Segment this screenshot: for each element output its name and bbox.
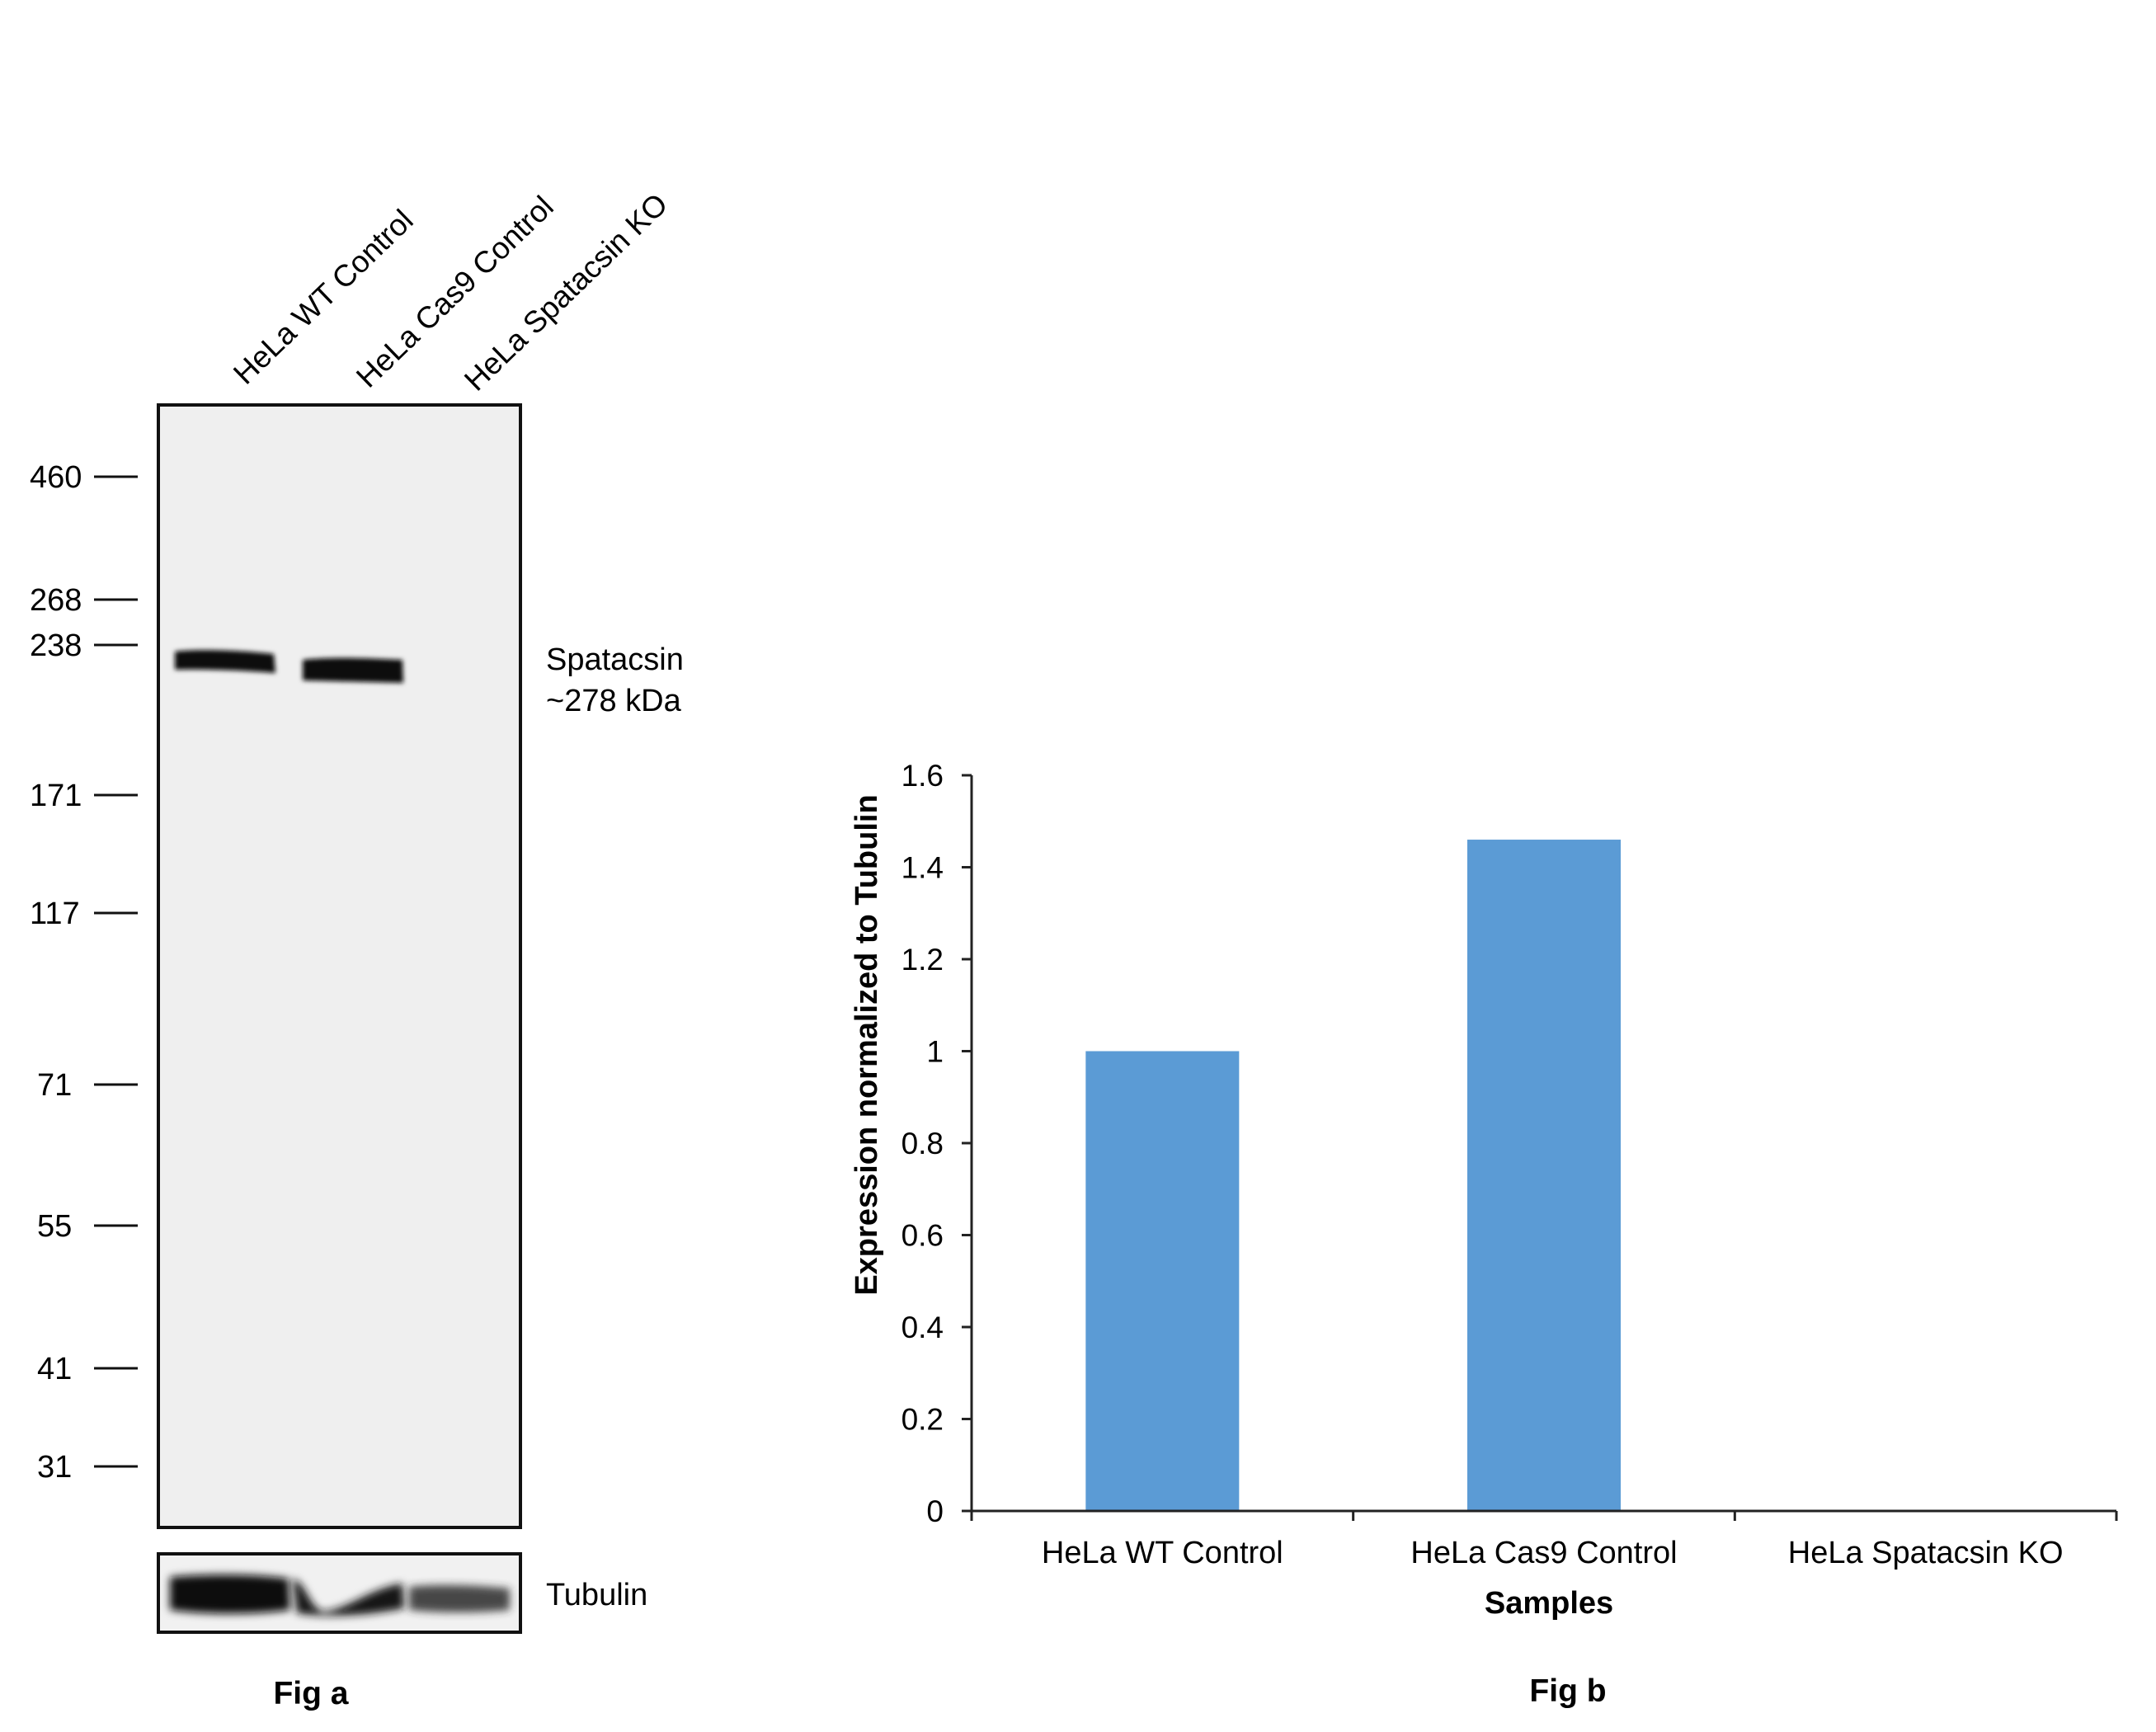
mw-label-31: 31	[37, 1450, 72, 1485]
x-axis-title: Samples	[1485, 1586, 1613, 1621]
bar	[1467, 840, 1621, 1511]
tubulin-band-ko	[409, 1584, 510, 1612]
x-category-label: HeLa Cas9 Control	[1410, 1536, 1677, 1570]
x-category-label: HeLa Spatacsin KO	[1788, 1536, 2064, 1570]
mw-label-238: 238	[30, 628, 82, 663]
bar-chart: 00.20.40.60.811.21.41.6 HeLa WT Control H…	[850, 759, 2118, 1621]
mw-marker-ladder: 460 268 238 171 117 71 55 41 31	[30, 460, 138, 1485]
y-tick-label: 1	[926, 1035, 944, 1069]
y-axis: 0 0.2 0.4 0.6 0.8 1 1.2 1.4 1.6	[901, 759, 973, 1528]
mw-label-41: 41	[37, 1352, 72, 1386]
spatacsin-bands	[175, 650, 403, 683]
fig-b-caption: Fig b	[1529, 1673, 1606, 1709]
y-tick-label: 0.4	[901, 1311, 944, 1344]
bars	[1085, 840, 1621, 1511]
y-axis-title: Expression normalized to Tubulin	[850, 794, 884, 1295]
mw-label-117: 117	[30, 897, 80, 931]
blot-membrane	[157, 403, 522, 1529]
lane-labels: HeLa WT Control HeLa Cas9 Control HeLa S…	[227, 187, 674, 398]
x-category-label: HeLa WT Control	[1042, 1536, 1283, 1570]
tubulin-band-cas9	[293, 1579, 404, 1616]
mw-label-55: 55	[37, 1209, 72, 1244]
y-tick-label: 0.6	[901, 1219, 944, 1253]
tubulin-band-wt	[170, 1574, 290, 1614]
y-tick-label: 0	[926, 1494, 944, 1528]
y-tick-label: 1.6	[901, 759, 944, 793]
lane-label-ko: HeLa Spatacsin KO	[458, 187, 674, 398]
tubulin-label: Tubulin	[546, 1578, 647, 1612]
band-wt	[175, 650, 275, 673]
y-tick-label: 0.8	[901, 1127, 944, 1160]
x-axis: HeLa WT Control HeLa Cas9 Control HeLa Spa…	[970, 1509, 2118, 1570]
y-tick-label: 1.2	[901, 943, 944, 977]
mw-label-171: 171	[30, 779, 82, 813]
mw-label-268: 268	[30, 583, 82, 618]
y-tick-label: 1.4	[901, 851, 944, 885]
mw-label-460: 460	[30, 460, 82, 495]
mw-label-71: 71	[37, 1068, 72, 1103]
western-blot-panel: HeLa WT Control HeLa Cas9 Control HeLa S…	[30, 187, 684, 1711]
band-label-spatacsin: Spatacsin	[546, 642, 684, 677]
band-label-size: ~278 kDa	[546, 684, 682, 718]
band-cas9	[303, 657, 403, 683]
y-tick-label: 0.2	[901, 1403, 944, 1437]
fig-a-caption: Fig a	[273, 1676, 348, 1711]
bar	[1085, 1051, 1240, 1511]
tubulin-bands	[170, 1574, 510, 1616]
